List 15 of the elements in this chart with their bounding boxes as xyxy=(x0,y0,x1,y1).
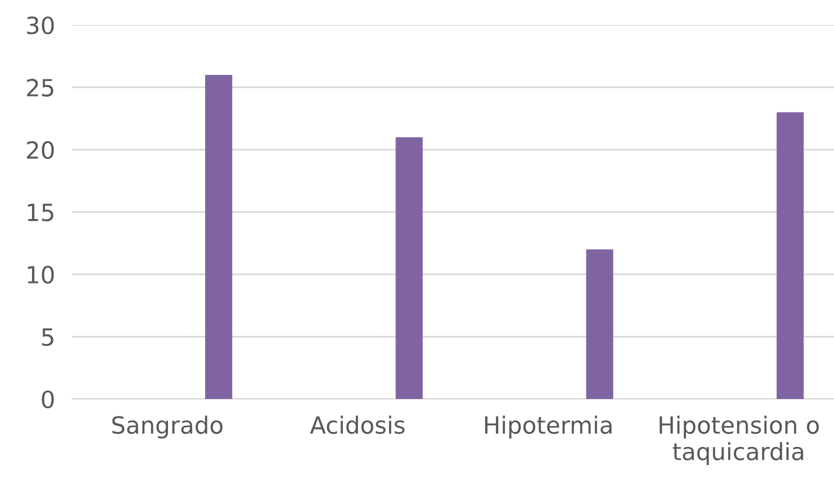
y-tick-label: 0 xyxy=(42,390,54,408)
bar xyxy=(776,112,804,399)
bar xyxy=(205,74,232,399)
x-tick-label: Sangrado xyxy=(112,416,222,439)
bar xyxy=(396,137,423,399)
x-tick-label: Acidosis xyxy=(310,416,405,434)
y-tick-label: 30 xyxy=(27,16,54,34)
bar xyxy=(586,249,614,399)
y-tick-label: 5 xyxy=(42,328,54,346)
y-tick-label: 15 xyxy=(28,204,54,222)
x-tick-label: Hipotermia xyxy=(485,416,612,439)
y-tick-label: 20 xyxy=(27,141,54,159)
y-tick-label: 10 xyxy=(28,266,54,284)
y-tick-label: 25 xyxy=(27,78,54,97)
x-tick-label: Hipotension o taquicardia xyxy=(660,416,819,465)
